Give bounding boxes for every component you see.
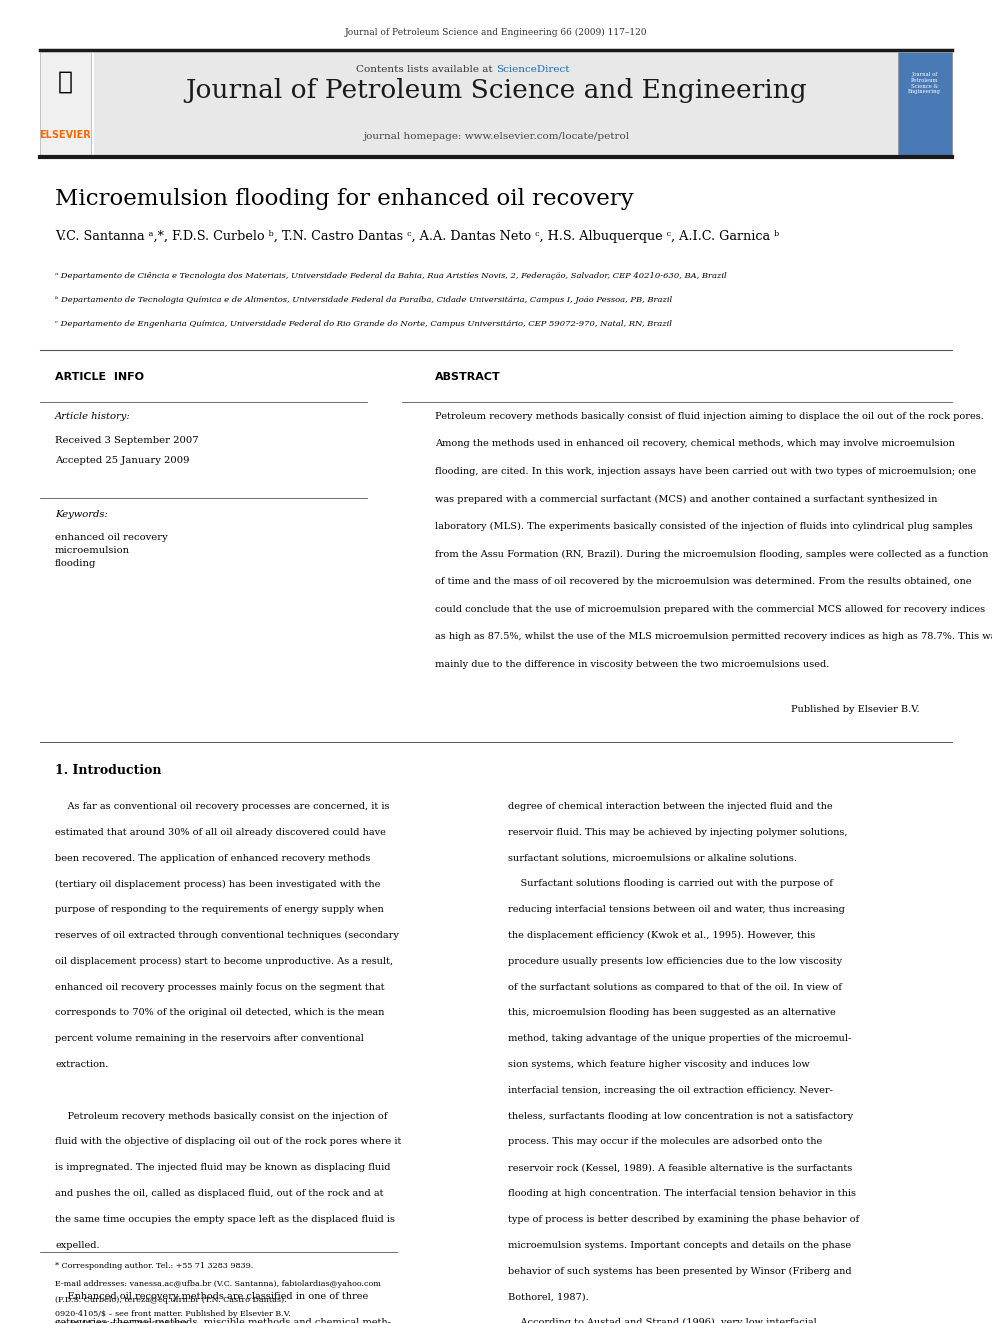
Text: Keywords:: Keywords: [55,509,108,519]
Text: mainly due to the difference in viscosity between the two microemulsions used.: mainly due to the difference in viscosit… [435,659,829,668]
Text: Contents lists available at: Contents lists available at [356,65,496,74]
Text: * Corresponding author. Tel.: +55 71 3283 9839.: * Corresponding author. Tel.: +55 71 328… [55,1262,253,1270]
FancyBboxPatch shape [40,52,91,155]
Text: surfactant solutions, microemulsions or alkaline solutions.: surfactant solutions, microemulsions or … [508,853,797,863]
Text: is impregnated. The injected fluid may be known as displacing fluid: is impregnated. The injected fluid may b… [55,1163,391,1172]
Text: percent volume remaining in the reservoirs after conventional: percent volume remaining in the reservoi… [55,1035,364,1044]
Text: degree of chemical interaction between the injected fluid and the: degree of chemical interaction between t… [508,802,832,811]
Text: Journal of Petroleum Science and Engineering 66 (2009) 117–120: Journal of Petroleum Science and Enginee… [345,28,647,37]
Text: ScienceDirect: ScienceDirect [496,65,569,74]
Text: enhanced oil recovery
microemulsion
flooding: enhanced oil recovery microemulsion floo… [55,533,168,569]
Text: process. This may occur if the molecules are adsorbed onto the: process. This may occur if the molecules… [508,1138,822,1147]
Text: ELSEVIER: ELSEVIER [40,130,91,140]
Text: ᵇ Departamento de Tecnologia Química e de Alimentos, Universidade Federal da Par: ᵇ Departamento de Tecnologia Química e d… [55,296,673,304]
Text: of the surfactant solutions as compared to that of the oil. In view of: of the surfactant solutions as compared … [508,983,842,992]
Text: Journal of
Petroleum
Science &
Engineering: Journal of Petroleum Science & Engineeri… [908,71,941,94]
Text: 🌳: 🌳 [58,70,73,94]
Text: reserves of oil extracted through conventional techniques (secondary: reserves of oil extracted through conven… [55,931,399,941]
Text: ᶜ Departamento de Engenharia Química, Universidade Federal do Rio Grande do Nort: ᶜ Departamento de Engenharia Química, Un… [55,320,672,328]
Text: ᵃ Departamento de Ciência e Tecnologia dos Materiais, Universidade Federal da Ba: ᵃ Departamento de Ciência e Tecnologia d… [55,273,726,280]
Text: categories: thermal methods, miscible methods and chemical meth-: categories: thermal methods, miscible me… [55,1318,391,1323]
Text: Among the methods used in enhanced oil recovery, chemical methods, which may inv: Among the methods used in enhanced oil r… [435,439,955,448]
Text: (tertiary oil displacement process) has been investigated with the: (tertiary oil displacement process) has … [55,880,380,889]
Text: According to Austad and Strand (1996), very low interfacial: According to Austad and Strand (1996), v… [508,1318,816,1323]
Text: of time and the mass of oil recovered by the microemulsion was determined. From : of time and the mass of oil recovered by… [435,577,971,586]
Text: method, taking advantage of the unique properties of the microemul-: method, taking advantage of the unique p… [508,1035,851,1044]
Text: Petroleum recovery methods basically consist on the injection of: Petroleum recovery methods basically con… [55,1111,387,1121]
Text: E-mail addresses: vanessa.ac@ufba.br (V.C. Santanna), fabiolardias@yahoo.com: E-mail addresses: vanessa.ac@ufba.br (V.… [55,1279,381,1289]
FancyBboxPatch shape [94,52,898,155]
Text: (F.D.S. Curbelo), tereza@eq.ufrn.br (T.N. Castro Dantas).: (F.D.S. Curbelo), tereza@eq.ufrn.br (T.N… [55,1297,287,1304]
Text: interfacial tension, increasing the oil extraction efficiency. Never-: interfacial tension, increasing the oil … [508,1086,833,1095]
Text: Article history:: Article history: [55,411,131,421]
Text: V.C. Santanna ᵃ,*, F.D.S. Curbelo ᵇ, T.N. Castro Dantas ᶜ, A.A. Dantas Neto ᶜ, H: V.C. Santanna ᵃ,*, F.D.S. Curbelo ᵇ, T.N… [55,230,780,243]
FancyBboxPatch shape [898,52,952,155]
Text: this, microemulsion flooding has been suggested as an alternative: this, microemulsion flooding has been su… [508,1008,835,1017]
Text: reservoir fluid. This may be achieved by injecting polymer solutions,: reservoir fluid. This may be achieved by… [508,828,847,837]
Text: type of process is better described by examining the phase behavior of: type of process is better described by e… [508,1215,859,1224]
Text: theless, surfactants flooding at low concentration is not a satisfactory: theless, surfactants flooding at low con… [508,1111,853,1121]
Text: oil displacement process) start to become unproductive. As a result,: oil displacement process) start to becom… [55,957,393,966]
Text: purpose of responding to the requirements of energy supply when: purpose of responding to the requirement… [55,905,384,914]
Text: the displacement efficiency (Kwok et al., 1995). However, this: the displacement efficiency (Kwok et al.… [508,931,815,941]
Text: microemulsion systems. Important concepts and details on the phase: microemulsion systems. Important concept… [508,1241,851,1250]
Text: from the Assu Formation (RN, Brazil). During the microemulsion flooding, samples: from the Assu Formation (RN, Brazil). Du… [435,549,988,558]
Text: 0920-4105/$ – see front matter. Published by Elsevier B.V.: 0920-4105/$ – see front matter. Publishe… [55,1310,291,1318]
Text: as high as 87.5%, whilst the use of the MLS microemulsion permitted recovery ind: as high as 87.5%, whilst the use of the … [435,632,992,642]
Text: fluid with the objective of displacing oil out of the rock pores where it: fluid with the objective of displacing o… [55,1138,402,1147]
Text: Surfactant solutions flooding is carried out with the purpose of: Surfactant solutions flooding is carried… [508,880,833,889]
Text: Bothorel, 1987).: Bothorel, 1987). [508,1293,588,1302]
Text: Petroleum recovery methods basically consist of fluid injection aiming to displa: Petroleum recovery methods basically con… [435,411,984,421]
Text: reducing interfacial tensions between oil and water, thus increasing: reducing interfacial tensions between oi… [508,905,845,914]
Text: was prepared with a commercial surfactant (MCS) and another contained a surfacta: was prepared with a commercial surfactan… [435,495,937,504]
Text: been recovered. The application of enhanced recovery methods: been recovered. The application of enhan… [55,853,370,863]
Text: the same time occupies the empty space left as the displaced fluid is: the same time occupies the empty space l… [55,1215,395,1224]
Text: procedure usually presents low efficiencies due to the low viscosity: procedure usually presents low efficienc… [508,957,842,966]
Text: sion systems, which feature higher viscosity and induces low: sion systems, which feature higher visco… [508,1060,809,1069]
Text: Published by Elsevier B.V.: Published by Elsevier B.V. [792,705,920,714]
Text: could conclude that the use of microemulsion prepared with the commercial MCS al: could conclude that the use of microemul… [435,605,985,614]
Text: behavior of such systems has been presented by Winsor (Friberg and: behavior of such systems has been presen… [508,1266,851,1275]
Text: ABSTRACT: ABSTRACT [435,372,501,382]
Text: doi:10.1016/j.petrol.2009.01.009: doi:10.1016/j.petrol.2009.01.009 [55,1320,188,1323]
Text: laboratory (MLS). The experiments basically consisted of the injection of fluids: laboratory (MLS). The experiments basica… [435,523,973,531]
Text: Accepted 25 January 2009: Accepted 25 January 2009 [55,456,189,464]
Text: flooding, are cited. In this work, injection assays have been carried out with t: flooding, are cited. In this work, injec… [435,467,976,476]
Text: and pushes the oil, called as displaced fluid, out of the rock and at: and pushes the oil, called as displaced … [55,1189,384,1199]
Text: Enhanced oil recovery methods are classified in one of three: Enhanced oil recovery methods are classi… [55,1293,368,1302]
Text: corresponds to 70% of the original oil detected, which is the mean: corresponds to 70% of the original oil d… [55,1008,384,1017]
Text: flooding at high concentration. The interfacial tension behavior in this: flooding at high concentration. The inte… [508,1189,856,1199]
Text: reservoir rock (Kessel, 1989). A feasible alternative is the surfactants: reservoir rock (Kessel, 1989). A feasibl… [508,1163,852,1172]
Text: ARTICLE  INFO: ARTICLE INFO [55,372,144,382]
Text: As far as conventional oil recovery processes are concerned, it is: As far as conventional oil recovery proc… [55,802,390,811]
Text: journal homepage: www.elsevier.com/locate/petrol: journal homepage: www.elsevier.com/locat… [363,132,629,142]
Text: 1. Introduction: 1. Introduction [55,763,162,777]
Text: Journal of Petroleum Science and Engineering: Journal of Petroleum Science and Enginee… [186,78,806,103]
Text: extraction.: extraction. [55,1060,108,1069]
Text: Received 3 September 2007: Received 3 September 2007 [55,437,198,445]
Text: enhanced oil recovery processes mainly focus on the segment that: enhanced oil recovery processes mainly f… [55,983,385,992]
Text: expelled.: expelled. [55,1241,99,1250]
Text: estimated that around 30% of all oil already discovered could have: estimated that around 30% of all oil alr… [55,828,386,837]
Text: Microemulsion flooding for enhanced oil recovery: Microemulsion flooding for enhanced oil … [55,188,634,210]
